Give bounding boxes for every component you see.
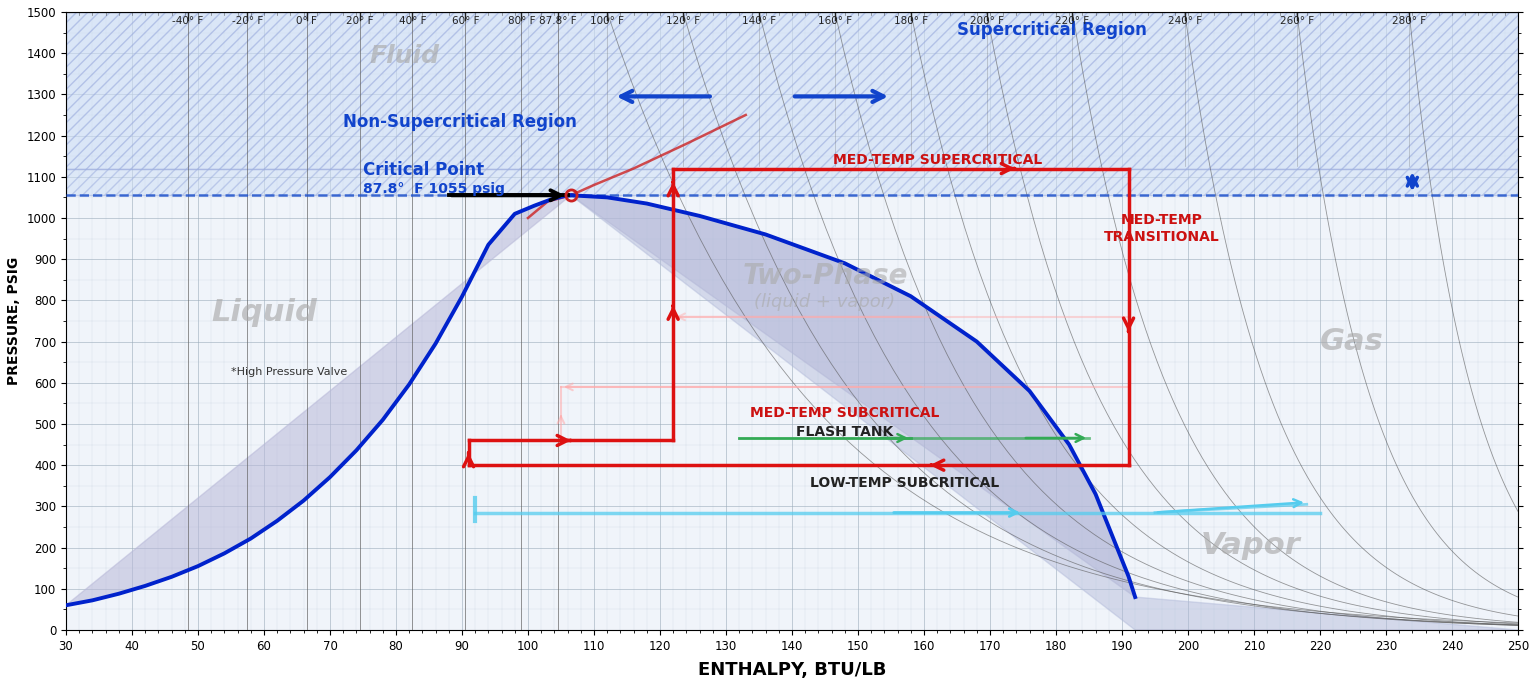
Text: LOW-TEMP SUBCRITICAL: LOW-TEMP SUBCRITICAL [809, 475, 998, 490]
Text: MED-TEMP SUPERCRITICAL: MED-TEMP SUPERCRITICAL [833, 154, 1041, 167]
Text: 160° F: 160° F [817, 16, 852, 26]
Text: 260° F: 260° F [1279, 16, 1313, 26]
Text: 140° F: 140° F [742, 16, 776, 26]
Text: Fluid: Fluid [370, 45, 439, 69]
Polygon shape [571, 196, 1518, 630]
Text: Supercritical Region: Supercritical Region [957, 21, 1147, 38]
Text: Critical Point: Critical Point [362, 161, 484, 178]
Text: 200° F: 200° F [969, 16, 1003, 26]
Text: (liquid + vapor): (liquid + vapor) [754, 292, 895, 311]
Text: -40° F: -40° F [172, 16, 204, 26]
Text: 87.8°  F 1055 psig: 87.8° F 1055 psig [362, 182, 505, 196]
X-axis label: ENTHALPY, BTU/LB: ENTHALPY, BTU/LB [697, 661, 886, 679]
Text: 180° F: 180° F [894, 16, 928, 26]
Polygon shape [66, 169, 1518, 196]
Text: 280° F: 280° F [1392, 16, 1425, 26]
Text: Liquid: Liquid [210, 298, 316, 327]
Text: FLASH TANK: FLASH TANK [796, 425, 894, 439]
Text: -20° F: -20° F [232, 16, 263, 26]
Y-axis label: PRESSURE, PSIG: PRESSURE, PSIG [8, 257, 22, 385]
Text: Vapor: Vapor [1201, 531, 1301, 560]
Text: 100° F: 100° F [590, 16, 624, 26]
Text: 80° F: 80° F [507, 16, 535, 26]
Text: 120° F: 120° F [667, 16, 700, 26]
Text: Gas: Gas [1319, 327, 1384, 356]
Text: 240° F: 240° F [1167, 16, 1201, 26]
Text: 40° F: 40° F [399, 16, 425, 26]
Text: 87.8° F: 87.8° F [539, 16, 576, 26]
Polygon shape [66, 196, 1135, 605]
Text: Non-Supercritical Region: Non-Supercritical Region [343, 113, 578, 131]
Polygon shape [66, 12, 1518, 169]
Text: 20° F: 20° F [346, 16, 373, 26]
Text: 0° F: 0° F [296, 16, 318, 26]
Text: MED-TEMP
TRANSITIONAL: MED-TEMP TRANSITIONAL [1104, 213, 1220, 244]
Text: *High Pressure Valve: *High Pressure Valve [230, 368, 347, 377]
Text: MED-TEMP SUBCRITICAL: MED-TEMP SUBCRITICAL [750, 406, 940, 421]
Text: 220° F: 220° F [1055, 16, 1089, 26]
Text: 60° F: 60° F [452, 16, 479, 26]
Text: Two-Phase: Two-Phase [742, 262, 908, 290]
